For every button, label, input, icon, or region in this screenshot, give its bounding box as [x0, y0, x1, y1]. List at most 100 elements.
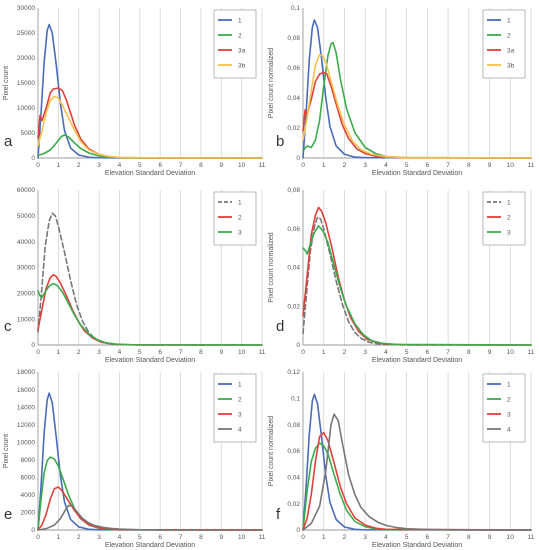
x-tick-label: 10 — [238, 162, 246, 169]
x-tick-label: 4 — [118, 534, 122, 541]
y-tick-label: 0,02 — [287, 303, 300, 310]
x-tick-label: 11 — [259, 534, 266, 541]
x-axis-title: Elevation Standard Deviation — [105, 357, 195, 364]
series-line-1 — [302, 19, 532, 159]
legend-label-1: 1 — [238, 199, 242, 206]
x-axis-title: Elevation Standard Deviation — [105, 170, 195, 177]
panel-letter: b — [276, 133, 284, 150]
y-tick-label: 25000 — [17, 30, 35, 37]
panel-letter: c — [4, 318, 12, 335]
x-axis-title: Elevation Standard Deviation — [105, 542, 195, 549]
y-tick-label: 0,1 — [291, 5, 300, 12]
x-tick-label: 4 — [384, 349, 388, 356]
x-tick-label: 3 — [97, 534, 101, 541]
x-tick-label: 7 — [179, 349, 183, 356]
y-tick-label: 0,08 — [287, 422, 300, 429]
legend-label-3a: 3a — [507, 47, 515, 54]
series-line-3b — [302, 53, 532, 159]
panel-letter: f — [276, 506, 281, 523]
x-tick-label: 2 — [343, 162, 347, 169]
legend-label-1: 1 — [507, 17, 511, 24]
chart-panel-d: 0 1 2 3 4 5 6 7 8 9 10 11 0 0,02 0,04 0,06 0,08 Elevation… — [268, 187, 535, 364]
series-line-3a — [302, 71, 532, 159]
legend-box — [482, 373, 526, 443]
legend-box — [482, 191, 526, 246]
x-axis-title: Elevation Standard Deviation — [372, 542, 462, 549]
legend-label-2: 2 — [507, 32, 511, 39]
x-tick-label: 0 — [36, 534, 40, 541]
y-tick-label: 0,04 — [287, 95, 300, 102]
series-line-1 — [302, 393, 532, 531]
x-axis-title: Elevation Standard Deviation — [372, 170, 462, 177]
legend-label-3: 3 — [238, 411, 242, 418]
series-line-2 — [302, 41, 532, 159]
y-tick-label: 0,02 — [287, 501, 300, 508]
x-tick-label: 2 — [77, 349, 81, 356]
x-tick-label: 8 — [467, 349, 471, 356]
x-tick-label: 4 — [384, 162, 388, 169]
y-tick-label: 10000 — [17, 439, 35, 446]
y-tick-label: 0,04 — [287, 265, 300, 272]
x-tick-label: 7 — [179, 162, 183, 169]
legend-label-2: 2 — [238, 214, 242, 221]
panels: 0 1 2 3 4 5 6 7 8 9 10 1105000100001500020000250003… — [3, 5, 535, 549]
legend-box — [482, 9, 526, 79]
y-tick-label: 8000 — [21, 457, 36, 464]
legend-label-3: 3 — [507, 229, 511, 236]
y-tick-label: 0,06 — [287, 226, 300, 233]
x-tick-label: 3 — [363, 162, 367, 169]
legend-label-4: 4 — [507, 426, 511, 433]
x-tick-label: 7 — [179, 534, 183, 541]
y-tick-label: 15000 — [17, 80, 35, 87]
x-tick-label: 0 — [301, 534, 305, 541]
series-line-1 — [302, 216, 532, 346]
x-tick-label: 11 — [528, 162, 535, 169]
series-line-4 — [37, 504, 161, 531]
panel-letter: d — [276, 318, 284, 335]
x-tick-label: 4 — [384, 534, 388, 541]
y-tick-label: 0 — [296, 342, 300, 349]
x-tick-label: 2 — [343, 534, 347, 541]
x-tick-label: 0 — [36, 162, 40, 169]
y-tick-label: 0,12 — [287, 369, 300, 376]
y-tick-label: 0,08 — [287, 187, 300, 194]
y-tick-label: 40000 — [17, 239, 35, 246]
x-tick-label: 8 — [467, 162, 471, 169]
y-tick-label: 0,04 — [287, 475, 300, 482]
y-tick-label: 0,06 — [287, 65, 300, 72]
series-line-4 — [302, 413, 532, 531]
y-tick-label: 6000 — [21, 475, 36, 482]
y-tick-label: 20000 — [17, 291, 35, 298]
legend-label-2: 2 — [238, 396, 242, 403]
legend-label-2: 2 — [507, 214, 511, 221]
y-tick-label: 4000 — [21, 492, 36, 499]
legend-box — [213, 191, 257, 246]
x-tick-label: 5 — [405, 349, 409, 356]
y-tick-label: 10000 — [17, 105, 35, 112]
x-tick-label: 1 — [57, 349, 61, 356]
x-tick-label: 9 — [488, 534, 492, 541]
y-tick-label: 5000 — [21, 130, 36, 137]
series-line-3 — [37, 486, 263, 531]
legend-label-3b: 3b — [507, 62, 515, 69]
x-tick-label: 8 — [467, 534, 471, 541]
x-tick-label: 6 — [426, 162, 430, 169]
legend-label-1: 1 — [507, 381, 511, 388]
y-tick-label: 0,1 — [291, 396, 300, 403]
y-tick-label: 14000 — [17, 404, 35, 411]
x-tick-label: 10 — [238, 534, 246, 541]
y-tick-label: 60000 — [17, 187, 35, 194]
x-tick-label: 11 — [528, 349, 535, 356]
y-tick-label: 0 — [31, 527, 35, 534]
x-tick-label: 7 — [446, 162, 450, 169]
legend-label-2: 2 — [507, 396, 511, 403]
y-axis-title: Pixel count normalized — [268, 416, 275, 487]
x-tick-label: 2 — [77, 534, 81, 541]
y-tick-label: 2000 — [21, 510, 36, 517]
y-tick-label: 30000 — [17, 5, 35, 12]
x-tick-label: 3 — [97, 162, 101, 169]
x-tick-label: 6 — [158, 162, 162, 169]
legend-box — [213, 373, 257, 443]
y-tick-label: 20000 — [17, 55, 35, 62]
